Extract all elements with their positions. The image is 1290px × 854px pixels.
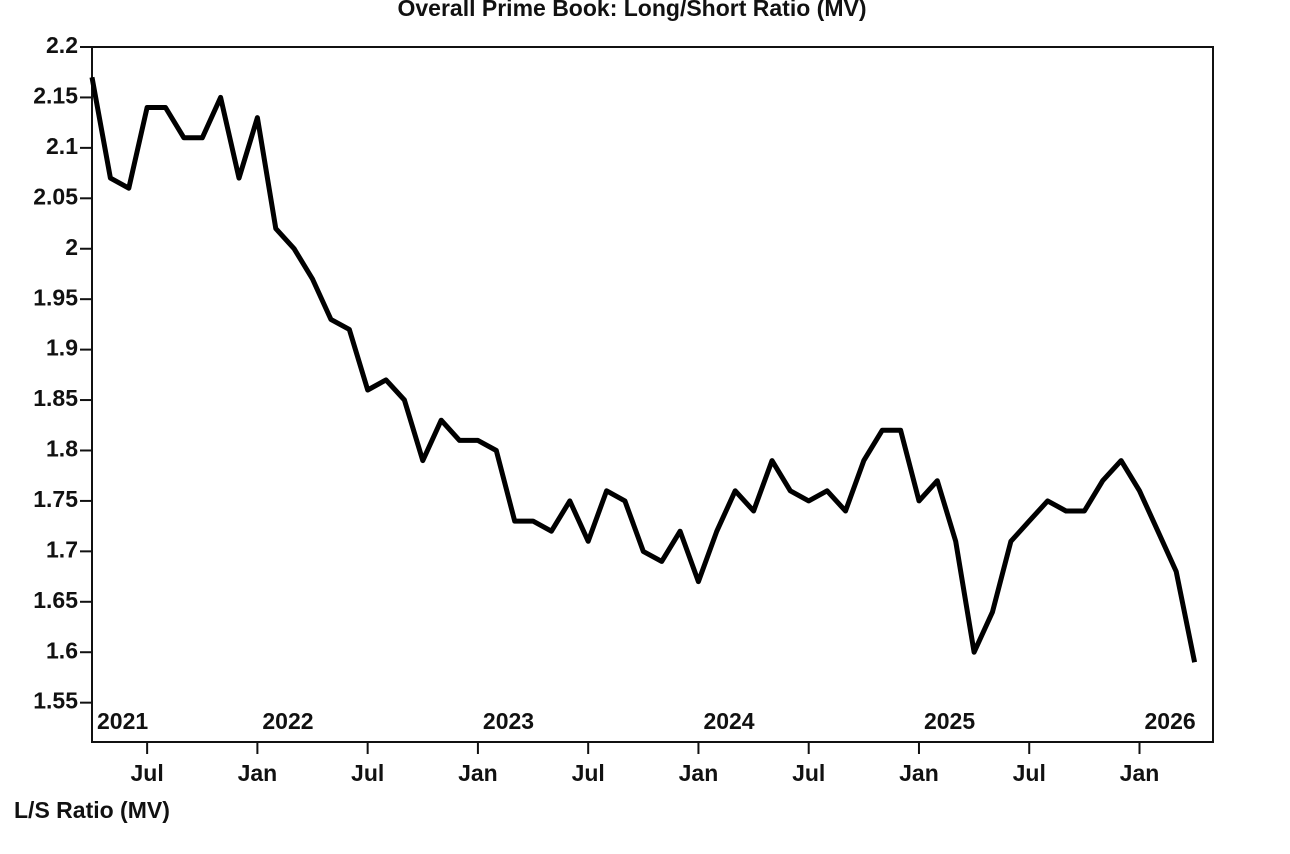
y-tick-label: 1.8 [46, 436, 78, 462]
x-tick-label: Jan [458, 760, 498, 786]
y-tick-label: 2.15 [33, 83, 78, 109]
x-year-label: 2023 [483, 708, 534, 734]
y-tick-label: 1.7 [46, 536, 78, 562]
x-year-label: 2024 [703, 708, 754, 734]
y-axis-label: L/S Ratio (MV) [14, 797, 170, 823]
x-tick-label: Jul [351, 760, 384, 786]
x-tick-label: Jul [572, 760, 605, 786]
y-tick-label: 2.05 [33, 183, 78, 209]
x-tick-label: Jan [899, 760, 939, 786]
x-year-label: 2025 [924, 708, 975, 734]
x-tick-label: Jan [1120, 760, 1160, 786]
y-tick-label: 1.55 [33, 688, 78, 714]
x-year-label: 2026 [1144, 708, 1195, 734]
y-tick-label: 1.6 [46, 637, 78, 663]
y-tick-label: 2.1 [46, 133, 78, 159]
y-tick-label: 1.85 [33, 385, 78, 411]
y-tick-label: 2 [65, 234, 78, 260]
x-year-label: 2021 [97, 708, 148, 734]
y-tick-label: 2.2 [46, 32, 78, 58]
chart-title: Overall Prime Book: Long/Short Ratio (MV… [398, 0, 867, 21]
y-tick-label: 1.95 [33, 284, 78, 310]
plot-frame [91, 46, 1214, 743]
data-line [89, 76, 1198, 663]
y-tick-label: 1.65 [33, 587, 78, 613]
x-tick-label: Jul [792, 760, 825, 786]
x-tick-label: Jan [679, 760, 719, 786]
x-tick-label: Jan [238, 760, 278, 786]
x-tick-label: Jul [1013, 760, 1046, 786]
y-tick-label: 1.75 [33, 486, 78, 512]
x-tick-label: Jul [131, 760, 164, 786]
y-tick-label: 1.9 [46, 335, 78, 361]
x-year-label: 2022 [262, 708, 313, 734]
